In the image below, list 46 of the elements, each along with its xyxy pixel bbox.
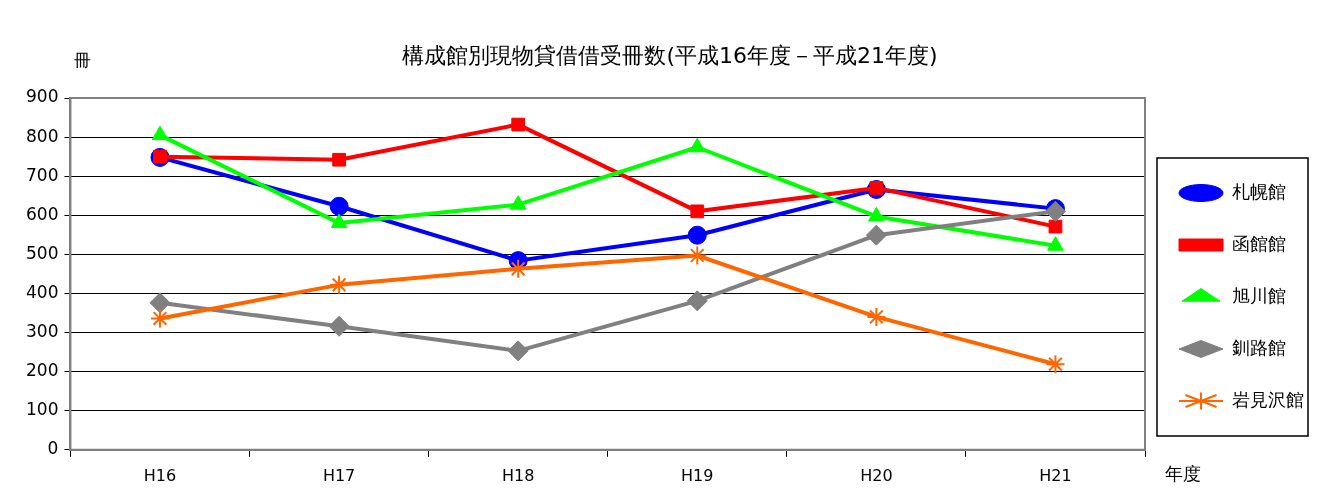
point [1045, 354, 1066, 375]
x-tick-label: H20 [860, 465, 893, 485]
y-tick-label: 900 [25, 86, 59, 107]
y-tick-label: 0 [47, 438, 59, 459]
point [330, 213, 348, 229]
point [508, 258, 529, 279]
point [866, 306, 887, 327]
point [865, 224, 887, 246]
y-tick-label: 400 [25, 281, 59, 302]
legend-label: 釧路館 [1232, 336, 1286, 358]
legend-label: 函館館 [1232, 232, 1286, 254]
point [328, 315, 350, 337]
chart-title: 構成館別現物貸借借受冊数(平成16年度－平成21年度) [402, 42, 938, 68]
point [151, 125, 169, 141]
legend-label: 岩見沢館 [1232, 388, 1304, 410]
point [688, 137, 706, 153]
point [868, 206, 885, 222]
point [686, 290, 708, 312]
x-tick-label: H19 [681, 465, 714, 485]
x-tick-label: H21 [1039, 465, 1072, 485]
legend-label: 札幌館 [1232, 180, 1286, 202]
point [511, 117, 526, 132]
point [509, 195, 527, 210]
y-tick-label: 200 [25, 360, 59, 381]
x-tick-label: H18 [501, 465, 535, 485]
y-tick-label: 700 [25, 164, 59, 185]
point [149, 308, 170, 329]
y-axis-title: 冊 [73, 50, 91, 71]
point [687, 245, 708, 266]
x-axis-title: 年度 [1165, 462, 1201, 484]
y-tick-label: 500 [25, 242, 59, 263]
point [1047, 236, 1064, 251]
y-tick-label: 300 [25, 320, 59, 341]
x-tick-label: H16 [143, 465, 177, 485]
point [507, 340, 529, 362]
point [690, 204, 705, 219]
y-tick-label: 800 [25, 125, 59, 146]
y-tick-label: 600 [25, 203, 59, 224]
y-tick-label: 100 [25, 399, 59, 420]
point [332, 152, 346, 167]
point [149, 292, 171, 314]
x-tick-label: H17 [322, 465, 356, 485]
legend-label: 旭川館 [1232, 284, 1286, 306]
point [1048, 219, 1063, 234]
point [687, 225, 707, 245]
point [329, 196, 349, 216]
